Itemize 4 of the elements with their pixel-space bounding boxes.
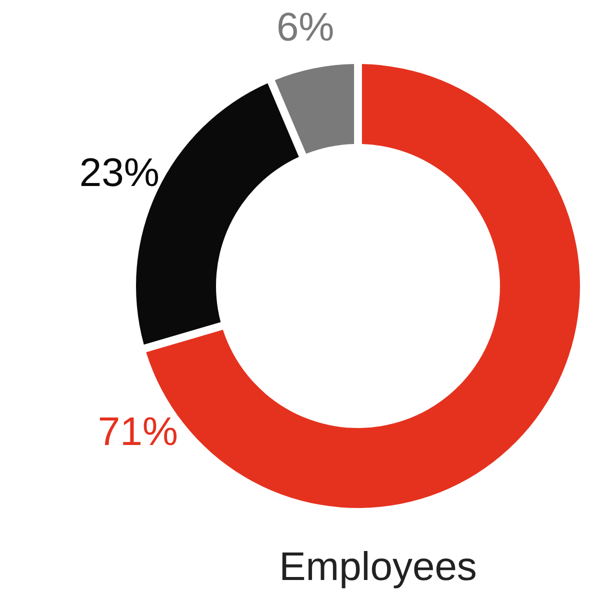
text: Employees	[279, 545, 477, 589]
data-label: 23%	[79, 151, 160, 196]
data-label: 71%	[98, 410, 178, 454]
data-label: 6%	[276, 5, 334, 50]
